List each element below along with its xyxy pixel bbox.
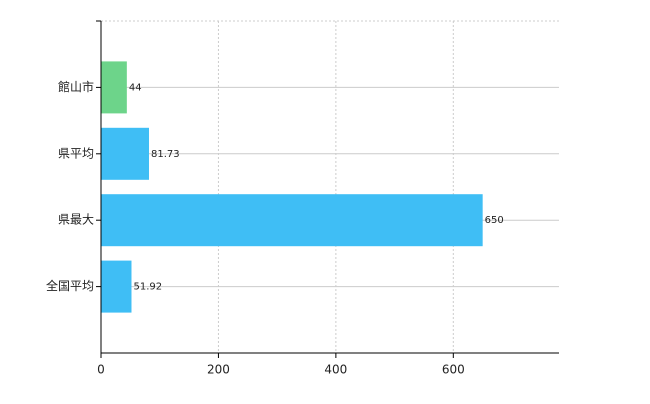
x-tick-label: 400 (324, 363, 347, 377)
y-tick-label: 全国平均 (46, 278, 94, 293)
bar (101, 260, 132, 313)
bar (101, 194, 483, 247)
x-tick-label: 600 (442, 363, 465, 377)
x-tick-label: 200 (207, 363, 230, 377)
bar (101, 127, 149, 180)
value-label: 51.92 (133, 282, 162, 293)
y-tick-label: 県平均 (58, 146, 94, 160)
x-tick-label: 0 (97, 363, 105, 377)
bar (101, 61, 127, 114)
value-label: 44 (129, 82, 142, 93)
value-label: 650 (485, 215, 504, 226)
value-label: 81.73 (151, 149, 180, 160)
y-tick-label: 県最大 (58, 213, 94, 227)
y-tick-label: 館山市 (58, 79, 94, 94)
